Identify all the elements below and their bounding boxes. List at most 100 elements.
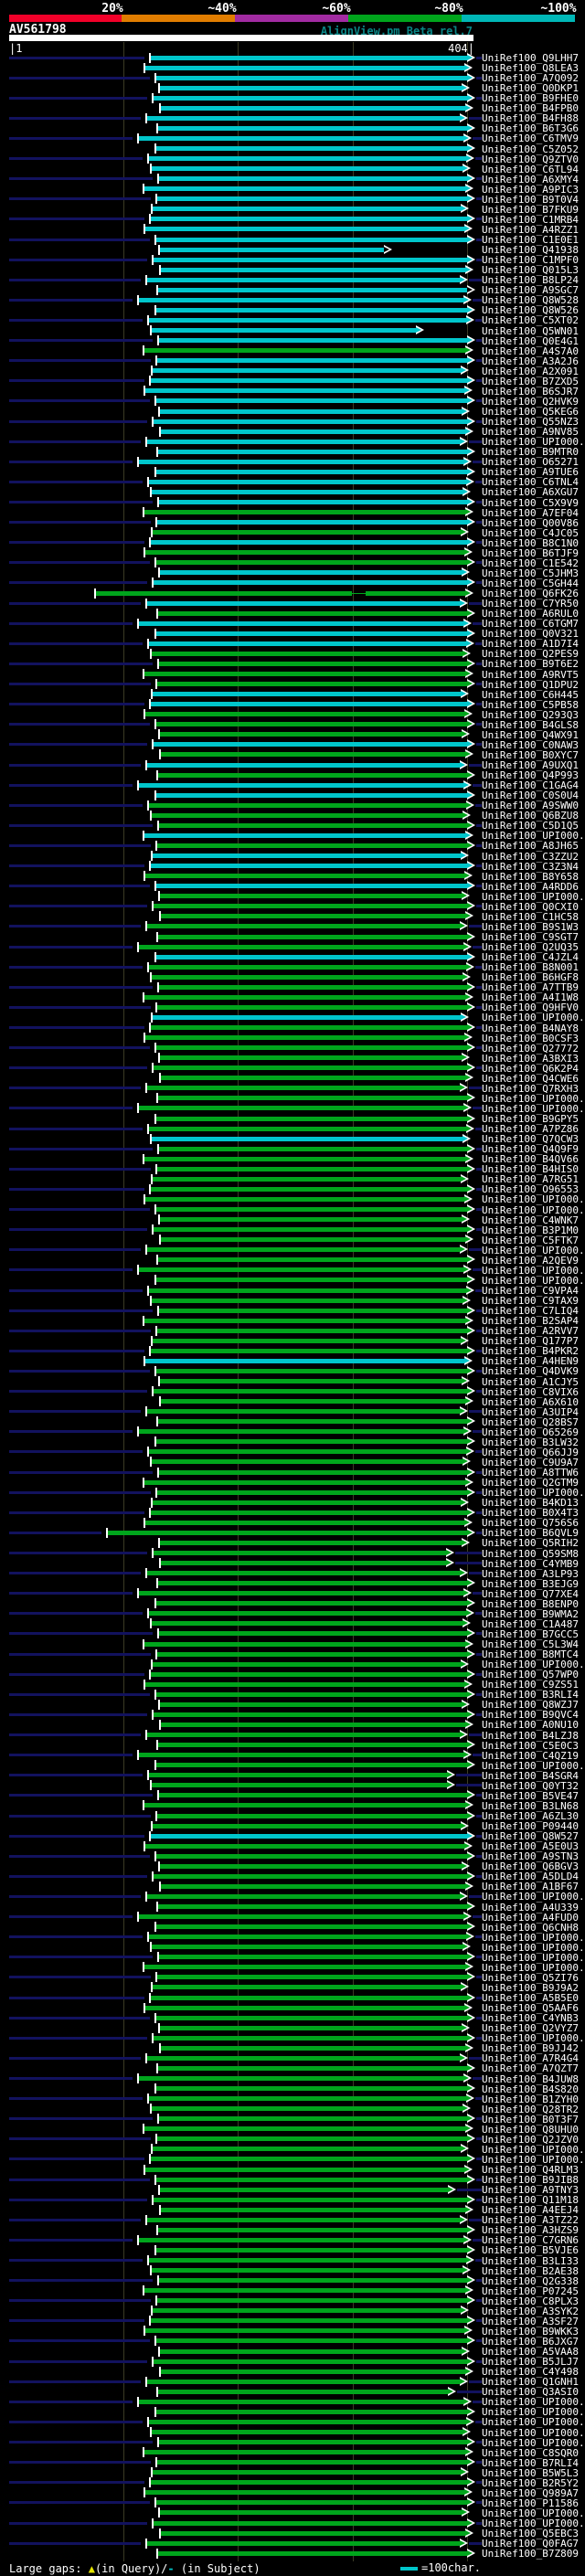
alignment-row[interactable]: UniRef100_A3HZS9 — [0, 2224, 585, 2235]
alignment-row[interactable]: UniRef100_B0CSF3 — [0, 1033, 585, 1044]
alignment-row[interactable]: UniRef100_B4JUW8 — [0, 2073, 585, 2084]
alignment-row[interactable]: UniRef100_UPI000.. — [0, 2437, 585, 2448]
alignment-row[interactable]: UniRef100_Q0DKP1 — [0, 82, 585, 93]
alignment-row[interactable]: UniRef100_Q1GNH1 — [0, 2376, 585, 2387]
alignment-row[interactable]: UniRef100_C6TNL4 — [0, 476, 585, 487]
alignment-row[interactable]: UniRef100_UPI000.. — [0, 436, 585, 447]
alignment-row[interactable]: UniRef100_Q8W528 — [0, 294, 585, 305]
alignment-row[interactable]: UniRef100_A7EF04 — [0, 507, 585, 518]
alignment-row[interactable]: UniRef100_B3LI33 — [0, 2255, 585, 2266]
alignment-row[interactable]: UniRef100_UPI000.. — [0, 1962, 585, 1973]
alignment-row[interactable]: UniRef100_Q5KEG6 — [0, 406, 585, 417]
alignment-row[interactable]: UniRef100_B4PKR2 — [0, 1345, 585, 1356]
alignment-row[interactable]: UniRef100_UPI000.. — [0, 2518, 585, 2528]
alignment-row[interactable]: UniRef100_B2R5Y2 — [0, 2477, 585, 2488]
alignment-row[interactable]: UniRef100_C5X9V9 — [0, 497, 585, 508]
alignment-row[interactable]: UniRef100_B7ZXD5 — [0, 376, 585, 387]
alignment-row[interactable]: UniRef100_C9VPA4 — [0, 1285, 585, 1296]
alignment-row[interactable]: UniRef100_Q9HFV0 — [0, 1002, 585, 1012]
alignment-row[interactable]: UniRef100_C5JHM3 — [0, 567, 585, 578]
alignment-row[interactable]: UniRef100_C5L3W4 — [0, 1638, 585, 1649]
alignment-row[interactable]: UniRef100_C6H445 — [0, 689, 585, 700]
alignment-row[interactable]: UniRef100_A4I1W8 — [0, 991, 585, 1002]
alignment-row[interactable]: UniRef100_C5D1Q5 — [0, 820, 585, 831]
alignment-row[interactable]: UniRef100_A0NU10 — [0, 1719, 585, 1730]
alignment-row[interactable]: UniRef100_B5VJE6 — [0, 2244, 585, 2255]
alignment-row[interactable]: UniRef100_Q2GTM9 — [0, 1477, 585, 1488]
alignment-row[interactable]: UniRef100_C1HC58 — [0, 911, 585, 922]
alignment-row[interactable]: UniRef100_Q0FAG7 — [0, 2538, 585, 2549]
alignment-row[interactable]: UniRef100_Q8LEA3 — [0, 62, 585, 73]
alignment-row[interactable]: UniRef100_Q4DVK9 — [0, 1365, 585, 1376]
alignment-row[interactable]: UniRef100_B9J9A2 — [0, 1982, 585, 1993]
alignment-row[interactable]: UniRef100_A2X091 — [0, 366, 585, 376]
alignment-row[interactable]: UniRef100_B4NAY8 — [0, 1023, 585, 1034]
alignment-row[interactable]: UniRef100_UPI000.. — [0, 1245, 585, 1256]
alignment-row[interactable]: UniRef100_UPI000.. — [0, 1932, 585, 1943]
alignment-row[interactable]: UniRef100_B7GCC5 — [0, 1628, 585, 1639]
alignment-row[interactable]: UniRef100_A9TNY3 — [0, 2184, 585, 2195]
alignment-row[interactable]: UniRef100_B9GPY5 — [0, 1113, 585, 1124]
alignment-row[interactable]: UniRef100_Q015L3 — [0, 264, 585, 275]
alignment-row[interactable]: UniRef100_O96553 — [0, 1183, 585, 1194]
alignment-row[interactable]: UniRef100_A3A2J6 — [0, 355, 585, 366]
alignment-row[interactable]: UniRef100_UPI000.. — [0, 1093, 585, 1104]
alignment-row[interactable]: UniRef100_B7FKU9 — [0, 204, 585, 215]
alignment-row[interactable]: UniRef100_B6TJF9 — [0, 547, 585, 558]
alignment-row[interactable]: UniRef100_Q177P7 — [0, 1335, 585, 1346]
alignment-row[interactable]: UniRef100_C1E542 — [0, 557, 585, 568]
alignment-row[interactable]: UniRef100_Q3ASI0 — [0, 2386, 585, 2397]
alignment-row[interactable]: UniRef100_A3SF27 — [0, 2316, 585, 2327]
alignment-row[interactable]: UniRef100_A2QEV9 — [0, 1255, 585, 1266]
alignment-row[interactable]: UniRef100_Q0E4G1 — [0, 335, 585, 346]
alignment-row[interactable]: UniRef100_C5GH44 — [0, 578, 585, 588]
alignment-row[interactable]: UniRef100_C6TL94 — [0, 164, 585, 175]
alignment-row[interactable]: UniRef100_B8ENP0 — [0, 1598, 585, 1609]
alignment-row[interactable]: UniRef100_C5XT02 — [0, 314, 585, 325]
alignment-row[interactable]: UniRef100_P11586 — [0, 2497, 585, 2508]
alignment-row[interactable]: UniRef100_Q4RLM3 — [0, 2164, 585, 2175]
alignment-row[interactable]: UniRef100_C1E0E1 — [0, 234, 585, 245]
alignment-row[interactable]: UniRef100_A6XGU7 — [0, 486, 585, 497]
alignment-row[interactable]: UniRef100_A9STN3 — [0, 1850, 585, 1861]
alignment-row[interactable]: UniRef100_A1BF67 — [0, 1881, 585, 1892]
alignment-row[interactable]: UniRef100_B8Y658 — [0, 871, 585, 882]
alignment-row[interactable]: UniRef100_Q5EBC3 — [0, 2528, 585, 2539]
alignment-row[interactable]: UniRef100_B8LP24 — [0, 274, 585, 285]
alignment-row[interactable]: UniRef100_C9TAX9 — [0, 1295, 585, 1306]
alignment-row[interactable]: UniRef100_Q41938 — [0, 244, 585, 255]
alignment-row[interactable]: UniRef100_B9WKK3 — [0, 2326, 585, 2337]
alignment-row[interactable]: UniRef100_UPI000.. — [0, 830, 585, 841]
alignment-row[interactable]: UniRef100_UPI000.. — [0, 1659, 585, 1670]
alignment-row[interactable]: UniRef100_C4JC05 — [0, 527, 585, 538]
alignment-row[interactable]: UniRef100_B4LZJ8 — [0, 1730, 585, 1741]
alignment-row[interactable]: UniRef100_Q00V86 — [0, 517, 585, 528]
alignment-row[interactable]: UniRef100_UPI000.. — [0, 1012, 585, 1023]
alignment-row[interactable]: UniRef100_A4RZZ1 — [0, 224, 585, 235]
alignment-row[interactable]: UniRef100_Q5WN01 — [0, 325, 585, 336]
alignment-row[interactable]: UniRef100_C8SQR0 — [0, 2447, 585, 2458]
alignment-row[interactable]: UniRef100_Q9ZTV0 — [0, 154, 585, 164]
alignment-row[interactable]: UniRef100_UPI000.. — [0, 1103, 585, 1114]
alignment-row[interactable]: UniRef100_B2AE38 — [0, 2265, 585, 2276]
alignment-row[interactable]: UniRef100_Q6BGV3 — [0, 1860, 585, 1871]
alignment-row[interactable]: UniRef100_A7Q092 — [0, 72, 585, 83]
alignment-row[interactable]: UniRef100_UPI000.. — [0, 2396, 585, 2407]
alignment-row[interactable]: UniRef100_B7RLI4 — [0, 2457, 585, 2468]
alignment-row[interactable]: UniRef100_Q0CXI0 — [0, 901, 585, 912]
alignment-row[interactable]: UniRef100_A5B5E0 — [0, 1992, 585, 2003]
alignment-row[interactable]: UniRef100_Q77XE4 — [0, 1588, 585, 1599]
alignment-row[interactable]: UniRef100_B9MTR0 — [0, 446, 585, 457]
alignment-row[interactable]: UniRef100_B0T3F7 — [0, 2114, 585, 2125]
alignment-row[interactable]: UniRef100_C0NAW3 — [0, 739, 585, 750]
alignment-row[interactable]: UniRef100_UPI000.. — [0, 1204, 585, 1215]
alignment-row[interactable]: UniRef100_C1MRB4 — [0, 214, 585, 225]
alignment-row[interactable]: UniRef100_A9SGC7 — [0, 284, 585, 295]
alignment-row[interactable]: UniRef100_Q8W527 — [0, 1830, 585, 1841]
alignment-row[interactable]: UniRef100_Q0V321 — [0, 628, 585, 639]
alignment-row[interactable]: UniRef100_Q8UHU0 — [0, 2124, 585, 2135]
alignment-row[interactable]: UniRef100_Q989A7 — [0, 2487, 585, 2498]
alignment-row[interactable]: UniRef100_Q5AAF6 — [0, 2002, 585, 2013]
alignment-row[interactable]: UniRef100_B9FHE0 — [0, 92, 585, 103]
alignment-row[interactable]: UniRef100_A2RVV7 — [0, 1325, 585, 1336]
